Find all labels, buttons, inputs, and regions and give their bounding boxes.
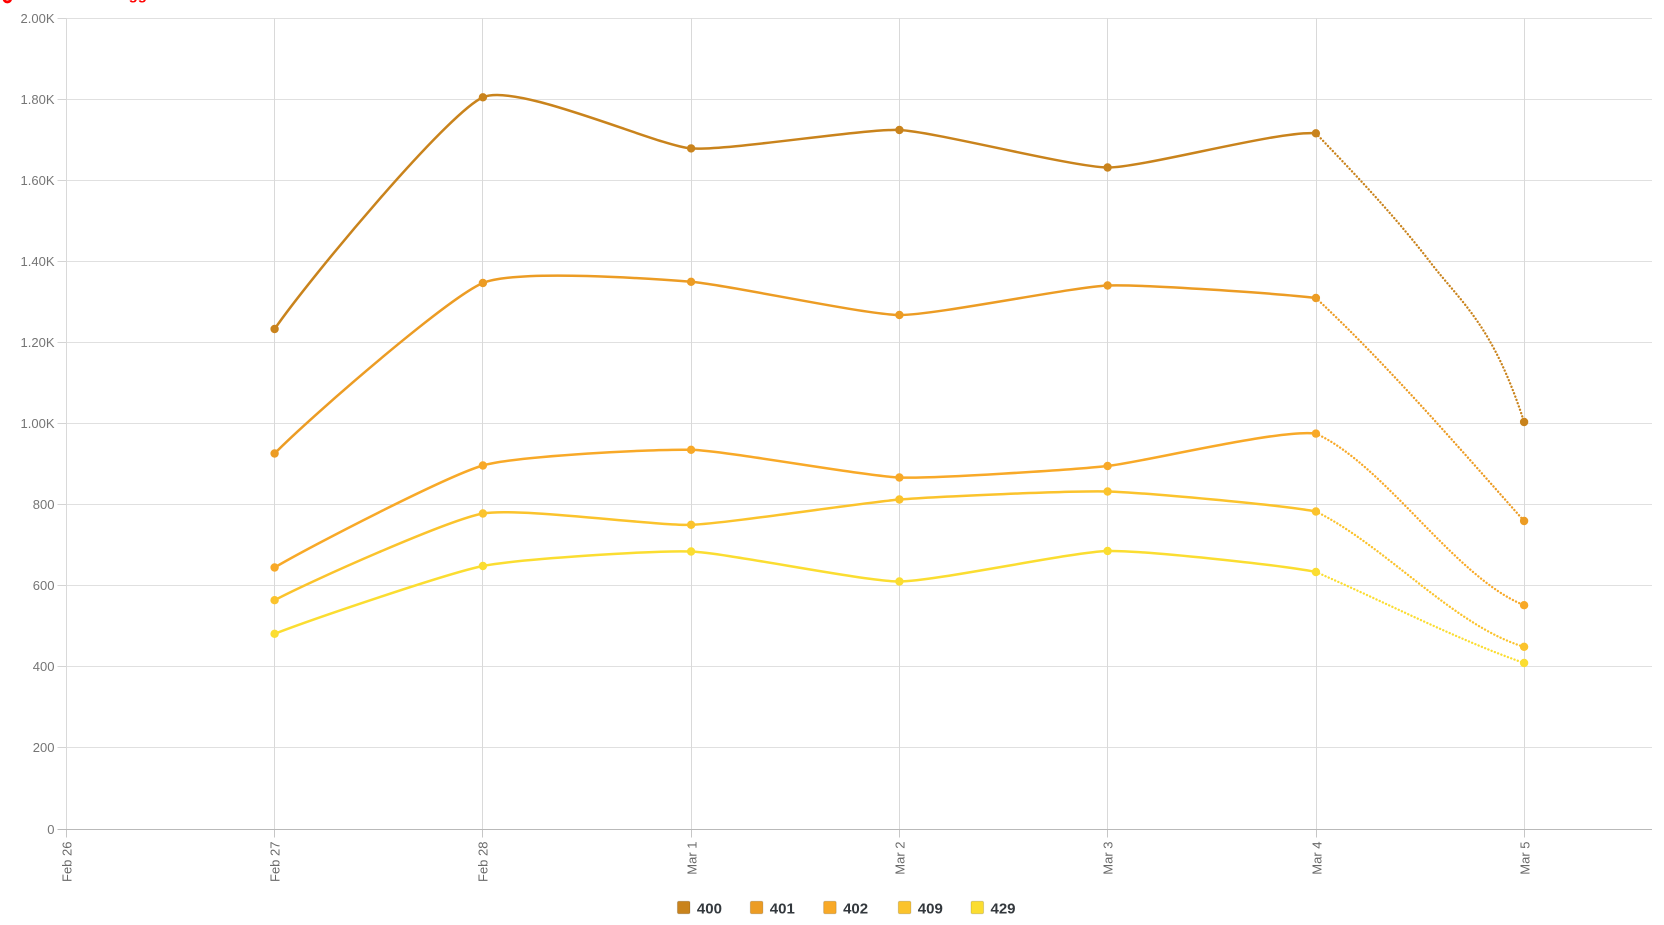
svg-text:429: 429 [991,901,1016,918]
svg-text:Feb 28: Feb 28 [475,842,490,882]
svg-text:1.60K: 1.60K [21,173,55,188]
svg-text:402: 402 [843,901,868,918]
svg-text:600: 600 [33,578,55,593]
svg-text:Feb 26: Feb 26 [59,842,74,882]
svg-text:800: 800 [33,497,55,512]
svg-text:Mar 3: Mar 3 [1100,842,1115,875]
svg-text:Mar 5: Mar 5 [1517,842,1532,875]
svg-text:1.20K: 1.20K [21,335,55,350]
svg-text:Feb 27: Feb 27 [267,842,282,882]
svg-text:400: 400 [697,901,722,918]
svg-text:400: 400 [33,659,55,674]
svg-text:1.00K: 1.00K [21,416,55,431]
svg-text:2.00K: 2.00K [21,11,55,26]
svg-text:Mar 2: Mar 2 [892,842,907,875]
svg-text:gg: gg [129,0,147,4]
svg-text:Mar 4: Mar 4 [1309,842,1324,875]
svg-text:0: 0 [47,822,54,837]
svg-text:Mar 1: Mar 1 [684,842,699,875]
svg-text:401: 401 [770,901,795,918]
svg-text:1.80K: 1.80K [21,92,55,107]
svg-text:1.40K: 1.40K [21,254,55,269]
svg-text:409: 409 [918,901,943,918]
svg-text:200: 200 [33,740,55,755]
